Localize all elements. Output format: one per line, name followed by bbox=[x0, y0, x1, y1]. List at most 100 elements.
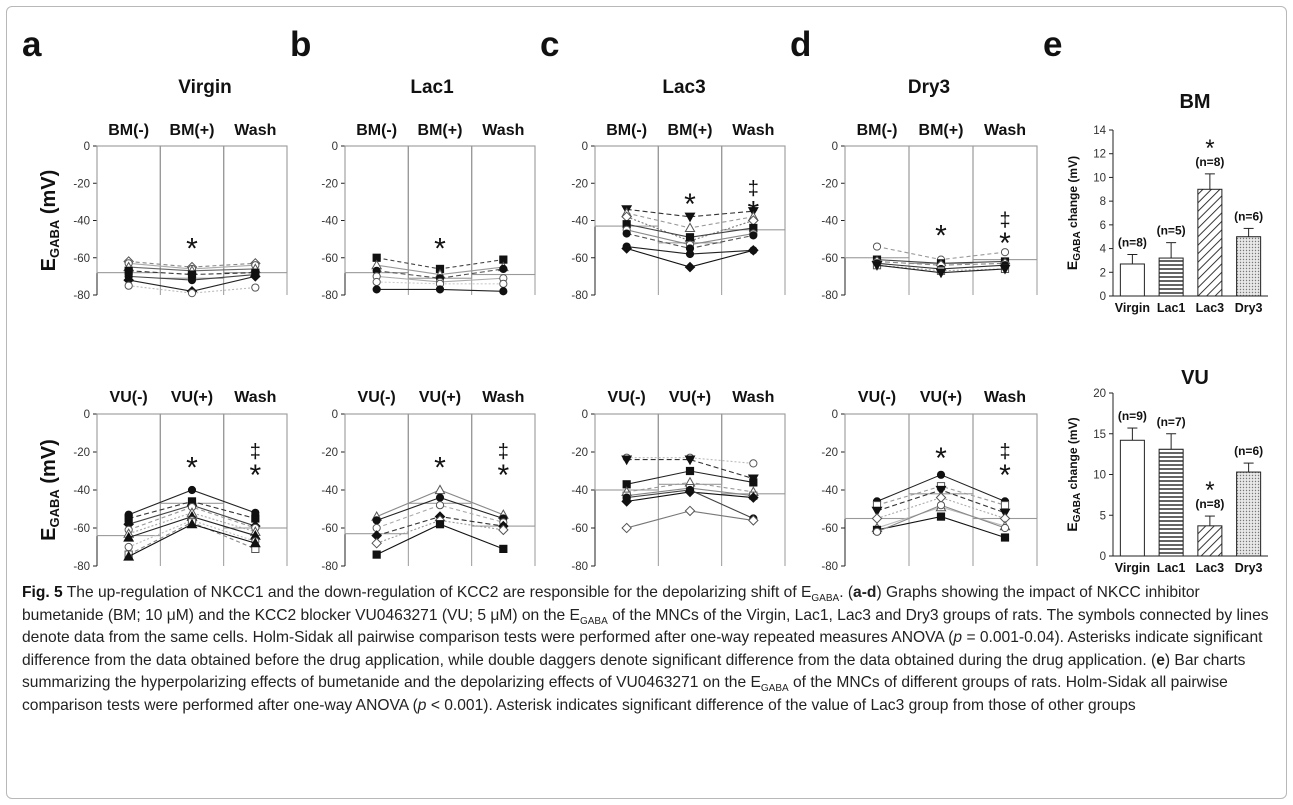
ylabel-sub: GABA bbox=[47, 219, 62, 258]
data-point bbox=[498, 524, 509, 536]
data-point bbox=[936, 501, 946, 510]
data-point bbox=[749, 478, 758, 487]
data-point bbox=[123, 550, 135, 561]
y-tick-label: 0 bbox=[84, 141, 90, 153]
y-tick-label: 5 bbox=[1100, 510, 1106, 522]
ylabel-unit: change (mV) bbox=[1066, 417, 1080, 492]
significance-star: * bbox=[249, 459, 261, 492]
ylabel-sub: GABA bbox=[1072, 231, 1083, 260]
y-tick-label: 10 bbox=[1093, 470, 1106, 482]
chart-e-top: BM 0 2 4 6 8 10 12 14 EGABA change (mV) (n=8) Virgi… bbox=[1064, 91, 1268, 315]
condition-label: BM(-) bbox=[356, 122, 397, 139]
significance-star: * bbox=[747, 195, 759, 228]
y-tick-label: -80 bbox=[821, 561, 838, 573]
condition-label: VU(-) bbox=[358, 389, 396, 406]
caption-segment: < 0.001). Asterisk indicates significant… bbox=[426, 696, 1136, 714]
data-point bbox=[936, 512, 946, 521]
data-point bbox=[187, 485, 197, 495]
caption-segment: p bbox=[417, 696, 427, 714]
data-point bbox=[748, 492, 759, 503]
chart-title: Lac3 bbox=[662, 77, 705, 98]
caption-segment: p bbox=[953, 629, 963, 646]
data-point bbox=[124, 542, 133, 552]
y-tick-label: 2 bbox=[1100, 267, 1106, 279]
n-label: (n=6) bbox=[1234, 209, 1263, 223]
caption-segment: = 0.001-0.04). Asterisks indicate signif… bbox=[22, 629, 1263, 669]
series-line bbox=[626, 216, 754, 242]
ylabel-main: E bbox=[38, 527, 60, 540]
data-point bbox=[499, 279, 508, 288]
ylabel-unit: (mV) bbox=[38, 439, 60, 489]
y-tick-label: -20 bbox=[321, 447, 338, 459]
significance-dagger: ‡ bbox=[999, 210, 1010, 232]
condition-label: BM(+) bbox=[668, 122, 713, 139]
panel-letter-a: a bbox=[22, 25, 42, 64]
y-tick-label: 12 bbox=[1093, 149, 1106, 161]
data-point bbox=[749, 231, 758, 240]
panel-letter-d: d bbox=[790, 25, 811, 64]
y-tick-label: -40 bbox=[73, 485, 90, 497]
condition-label: VU(+) bbox=[920, 389, 962, 406]
condition-label: VU(-) bbox=[608, 389, 646, 406]
data-point bbox=[999, 264, 1011, 275]
chart-e-bot: VU 0 5 10 15 20 EGABA change (mV) (n=9) Virgin (n… bbox=[1064, 367, 1268, 575]
data-point bbox=[872, 242, 882, 251]
significance-star: * bbox=[935, 220, 947, 253]
y-tick-label: 6 bbox=[1100, 220, 1106, 232]
data-point bbox=[124, 281, 133, 290]
data-point bbox=[871, 506, 883, 517]
y-tick-label: 0 bbox=[84, 409, 90, 421]
ylabel-sub: GABA bbox=[1072, 493, 1083, 522]
chart-title: VU bbox=[1181, 367, 1209, 389]
condition-label: BM(+) bbox=[170, 122, 215, 139]
significance-dagger: ‡ bbox=[748, 178, 759, 200]
figure-frame bbox=[6, 6, 1287, 799]
bar bbox=[1197, 188, 1223, 297]
caption-figure-label: Fig. 5 bbox=[22, 584, 63, 601]
data-point bbox=[435, 520, 445, 529]
data-point bbox=[1000, 501, 1010, 510]
y-tick-label: -40 bbox=[321, 485, 338, 497]
data-point bbox=[251, 283, 260, 292]
chart-c-bot: VU(-) VU(+) Wash 0 -20 -40 -60 -80 bbox=[571, 389, 786, 573]
y-tick-label: -40 bbox=[321, 216, 338, 228]
chart-title: Lac1 bbox=[410, 77, 454, 98]
series-line bbox=[376, 281, 504, 285]
series-line bbox=[128, 270, 256, 276]
y-tick-label: 0 bbox=[1100, 551, 1106, 563]
data-point bbox=[123, 531, 135, 542]
data-point bbox=[1000, 533, 1010, 542]
series-line bbox=[128, 285, 256, 294]
y-tick-label: -20 bbox=[821, 178, 838, 190]
mean-bar bbox=[844, 145, 910, 259]
y-tick-label: -60 bbox=[321, 523, 338, 535]
caption-segment: e bbox=[1156, 651, 1165, 669]
series-line bbox=[376, 504, 504, 529]
y-tick-label: -60 bbox=[321, 253, 338, 265]
bar bbox=[1236, 236, 1262, 297]
data-point bbox=[372, 277, 381, 287]
data-point bbox=[684, 505, 696, 517]
data-point bbox=[684, 455, 696, 466]
panel-letter-b: b bbox=[290, 25, 311, 64]
series-line bbox=[626, 208, 754, 218]
y-tick-label: 15 bbox=[1093, 429, 1106, 441]
data-point bbox=[1000, 248, 1010, 257]
data-point bbox=[434, 484, 446, 495]
data-point bbox=[186, 518, 198, 529]
data-point bbox=[621, 522, 632, 534]
data-point bbox=[499, 287, 508, 296]
y-tick-label: -60 bbox=[821, 523, 838, 535]
data-point bbox=[684, 261, 696, 273]
ylabel-sub: GABA bbox=[47, 489, 62, 528]
ylabel-unit: change (mV) bbox=[1066, 156, 1080, 231]
n-label: (n=7) bbox=[1157, 415, 1186, 429]
significance-star: * bbox=[434, 233, 446, 266]
condition-label: VU(+) bbox=[419, 389, 461, 406]
significance-star: * bbox=[1205, 477, 1214, 504]
condition-label: VU(+) bbox=[171, 389, 213, 406]
significance-star: * bbox=[999, 227, 1011, 260]
